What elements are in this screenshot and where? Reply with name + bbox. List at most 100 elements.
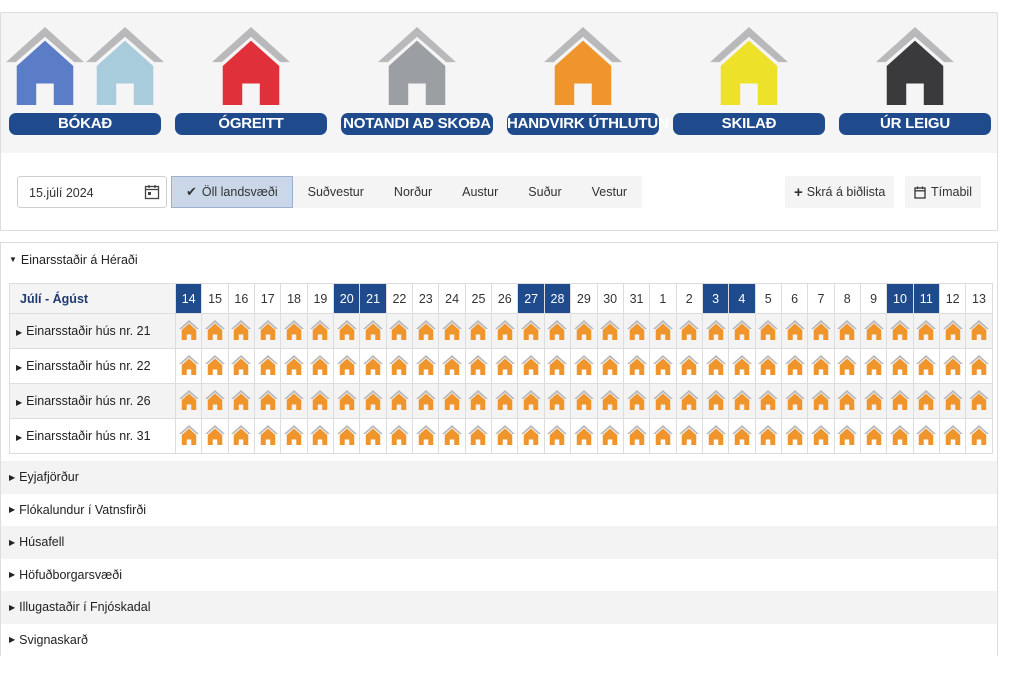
day-cell[interactable] xyxy=(833,348,861,384)
day-cell[interactable] xyxy=(649,418,677,454)
day-cell[interactable] xyxy=(701,383,730,419)
day-cell[interactable] xyxy=(280,418,308,454)
day-cell[interactable] xyxy=(385,313,414,349)
day-cell[interactable] xyxy=(570,313,598,349)
day-cell[interactable] xyxy=(412,313,440,349)
day-cell[interactable] xyxy=(596,313,624,349)
day-cell[interactable] xyxy=(965,418,993,454)
day-cell[interactable] xyxy=(728,418,756,454)
day-cell[interactable] xyxy=(543,313,572,349)
day-cell[interactable] xyxy=(886,383,914,419)
group-header[interactable]: ▶ Höfuðborgarsvæði xyxy=(1,558,997,591)
day-cell[interactable] xyxy=(359,383,387,419)
day-cell[interactable] xyxy=(359,418,387,454)
day-cell[interactable] xyxy=(227,313,256,349)
group-header-expanded[interactable]: ▼ Einarsstaðir á Héraði xyxy=(1,243,997,276)
day-cell[interactable] xyxy=(807,383,835,419)
day-cell[interactable] xyxy=(491,418,519,454)
house-name[interactable]: ▶ Einarsstaðir hús nr. 31 xyxy=(9,418,176,454)
day-cell[interactable] xyxy=(912,418,940,454)
day-cell[interactable] xyxy=(965,348,993,384)
day-cell[interactable] xyxy=(622,418,651,454)
day-cell[interactable] xyxy=(491,348,519,384)
day-cell[interactable] xyxy=(412,383,440,419)
house-name[interactable]: ▶ Einarsstaðir hús nr. 22 xyxy=(9,348,176,384)
day-cell[interactable] xyxy=(622,383,651,419)
day-cell[interactable] xyxy=(938,313,967,349)
day-cell[interactable] xyxy=(859,348,888,384)
day-cell[interactable] xyxy=(938,348,967,384)
day-cell[interactable] xyxy=(201,348,229,384)
day-cell[interactable] xyxy=(833,313,861,349)
day-cell[interactable] xyxy=(333,348,361,384)
day-cell[interactable] xyxy=(570,348,598,384)
day-cell[interactable] xyxy=(385,348,414,384)
region-filter-button[interactable]: ✔ Öll landsvæði xyxy=(171,176,293,208)
day-cell[interactable] xyxy=(886,348,914,384)
day-cell[interactable] xyxy=(780,383,809,419)
day-cell[interactable] xyxy=(596,383,624,419)
day-cell[interactable] xyxy=(333,313,361,349)
region-filter-button[interactable]: Suður xyxy=(513,176,577,208)
day-cell[interactable] xyxy=(938,418,967,454)
day-cell[interactable] xyxy=(728,383,756,419)
day-cell[interactable] xyxy=(517,348,545,384)
day-cell[interactable] xyxy=(701,418,730,454)
day-cell[interactable] xyxy=(938,383,967,419)
day-cell[interactable] xyxy=(385,418,414,454)
day-cell[interactable] xyxy=(306,348,335,384)
group-header[interactable]: ▶ Illugastaðir í Fnjóskadal xyxy=(1,591,997,624)
region-filter-button[interactable]: Norður xyxy=(378,176,448,208)
day-cell[interactable] xyxy=(912,348,940,384)
day-cell[interactable] xyxy=(412,418,440,454)
day-cell[interactable] xyxy=(464,418,493,454)
day-cell[interactable] xyxy=(174,348,203,384)
day-cell[interactable] xyxy=(464,348,493,384)
day-cell[interactable] xyxy=(254,383,282,419)
day-cell[interactable] xyxy=(859,418,888,454)
day-cell[interactable] xyxy=(728,313,756,349)
day-cell[interactable] xyxy=(517,313,545,349)
day-cell[interactable] xyxy=(570,418,598,454)
day-cell[interactable] xyxy=(227,348,256,384)
day-cell[interactable] xyxy=(675,348,703,384)
day-cell[interactable] xyxy=(201,418,229,454)
day-cell[interactable] xyxy=(333,418,361,454)
region-filter-button[interactable]: Austur xyxy=(447,176,514,208)
day-cell[interactable] xyxy=(912,383,940,419)
day-cell[interactable] xyxy=(807,313,835,349)
region-filter-button[interactable]: Vestur xyxy=(576,176,643,208)
day-cell[interactable] xyxy=(701,313,730,349)
day-cell[interactable] xyxy=(491,313,519,349)
group-header[interactable]: ▶ Eyjafjörður xyxy=(1,461,997,494)
day-cell[interactable] xyxy=(174,418,203,454)
day-cell[interactable] xyxy=(649,313,677,349)
day-cell[interactable] xyxy=(912,313,940,349)
day-cell[interactable] xyxy=(570,383,598,419)
day-cell[interactable] xyxy=(438,383,466,419)
day-cell[interactable] xyxy=(596,418,624,454)
day-cell[interactable] xyxy=(807,348,835,384)
day-cell[interactable] xyxy=(780,418,809,454)
house-name[interactable]: ▶ Einarsstaðir hús nr. 26 xyxy=(9,383,176,419)
day-cell[interactable] xyxy=(543,418,572,454)
day-cell[interactable] xyxy=(438,418,466,454)
day-cell[interactable] xyxy=(438,348,466,384)
day-cell[interactable] xyxy=(596,348,624,384)
day-cell[interactable] xyxy=(859,383,888,419)
day-cell[interactable] xyxy=(780,313,809,349)
day-cell[interactable] xyxy=(754,313,782,349)
region-filter-button[interactable]: Suðvestur xyxy=(292,176,379,208)
day-cell[interactable] xyxy=(280,383,308,419)
day-cell[interactable] xyxy=(807,418,835,454)
group-header[interactable]: ▶ Húsafell xyxy=(1,526,997,559)
group-header[interactable]: ▶ Svignaskarð xyxy=(1,623,997,656)
day-cell[interactable] xyxy=(491,383,519,419)
day-cell[interactable] xyxy=(385,383,414,419)
day-cell[interactable] xyxy=(201,313,229,349)
day-cell[interactable] xyxy=(675,418,703,454)
day-cell[interactable] xyxy=(306,313,335,349)
day-cell[interactable] xyxy=(965,383,993,419)
day-cell[interactable] xyxy=(174,313,203,349)
day-cell[interactable] xyxy=(306,383,335,419)
